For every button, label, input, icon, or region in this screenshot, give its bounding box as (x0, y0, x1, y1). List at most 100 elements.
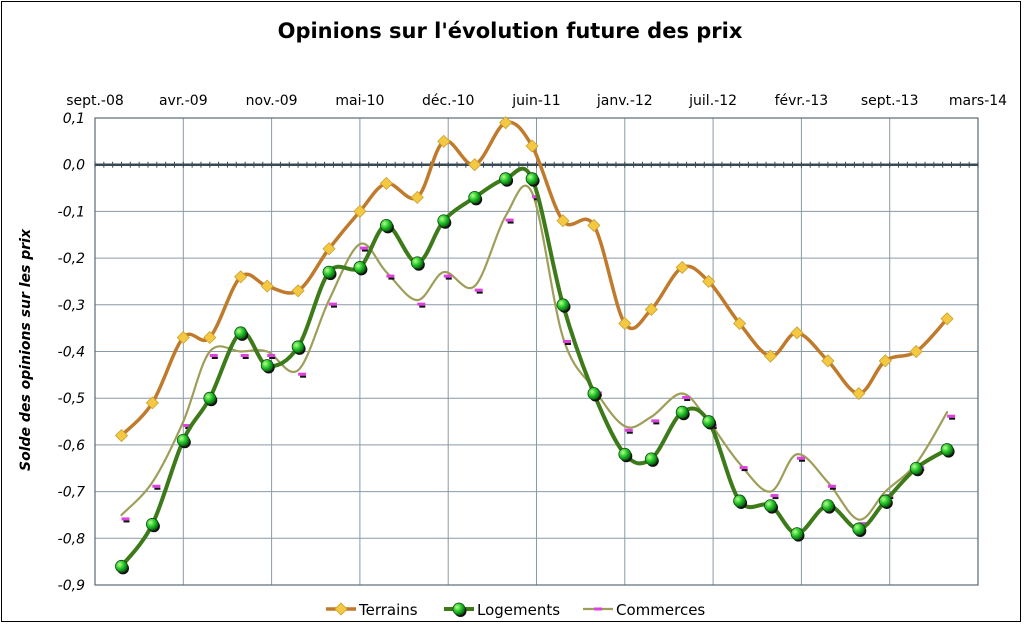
y-tick-label: -0,5 (58, 391, 85, 407)
commerces-marker (624, 428, 633, 432)
commerces-marker (359, 246, 368, 250)
y-tick-label: -0,2 (58, 251, 85, 267)
plot-border (94, 117, 979, 586)
x-tick-label: févr.-13 (775, 93, 829, 109)
commerces-marker-shadow (949, 417, 956, 420)
commerces-marker-shadow (445, 277, 452, 280)
commerces-marker-shadow (419, 305, 426, 308)
y-axis-label: Solde des opinions sur les prix (18, 228, 34, 471)
commerces-marker-shadow (388, 277, 395, 280)
x-tick-label: sept.-08 (66, 93, 124, 109)
logements-marker (353, 261, 367, 274)
y-tick-label: -0,9 (58, 578, 85, 594)
terrains-marker (587, 218, 601, 232)
terrains-marker (437, 134, 451, 148)
legend: Terrains Logements Commerces (326, 601, 705, 619)
x-tick-label: mai-10 (335, 93, 384, 109)
terrains-marker (260, 279, 274, 293)
x-tick-label: juil.-12 (688, 93, 737, 109)
commerces-marker (770, 494, 779, 498)
logements-marker (821, 499, 835, 513)
logements-marker (525, 172, 539, 186)
y-tick-label: 0,1 (63, 111, 85, 127)
logements-marker (260, 359, 274, 372)
y-tick-label: -0,4 (58, 345, 85, 361)
commerces-marker (209, 354, 218, 357)
commerces-marker (651, 419, 660, 423)
terrains-marker (644, 302, 658, 317)
y-tick-label: -0,6 (58, 438, 85, 454)
commerces-marker-shadow (507, 221, 514, 224)
logements-marker (176, 433, 190, 447)
logements-marker (675, 405, 689, 419)
logements-marker (322, 265, 336, 279)
commerces-marker (152, 484, 161, 488)
commerces-marker (796, 456, 805, 460)
terrains-marker (909, 344, 923, 359)
terrains-marker (790, 326, 804, 340)
legend-item-logements: Logements (444, 601, 560, 619)
terrains-marker (821, 354, 835, 368)
terrains-marker (176, 330, 190, 345)
commerces-marker-shadow (300, 375, 307, 378)
terrains-marker (145, 396, 159, 410)
terrains-marker (499, 116, 513, 130)
terrains-marker (114, 428, 129, 443)
terrains-marker (291, 284, 305, 298)
y-tick-label: 0,0 (63, 158, 85, 174)
legend-label: Commerces (616, 601, 705, 619)
commerces-marker-shadow (476, 291, 483, 294)
commerces-marker (240, 354, 249, 357)
commerces-marker-shadow (653, 422, 660, 425)
terrains-marker (468, 158, 482, 172)
logements-marker (379, 219, 393, 232)
logements-marker (115, 559, 128, 573)
logements-marker (733, 494, 746, 508)
series-layer (114, 116, 956, 575)
legend-label: Logements (477, 601, 560, 619)
commerces-marker (858, 522, 867, 526)
logements-marker (437, 214, 451, 228)
commerces-marker-shadow (330, 305, 337, 308)
logements-marker (702, 415, 716, 428)
logements-marker (556, 298, 570, 312)
terrains-marker (525, 139, 539, 153)
logements-marker (587, 387, 601, 400)
terrains-marker (702, 274, 716, 289)
commerces-marker-shadow (361, 249, 368, 252)
commerces-marker-shadow (564, 342, 571, 345)
commerces-marker-shadow (123, 520, 130, 523)
commerces-marker-shadow (829, 487, 836, 490)
logements-marker (145, 517, 159, 531)
logements-marker (291, 340, 305, 354)
y-tick-label: -0,7 (58, 485, 85, 501)
terrains-marker (556, 214, 570, 228)
logements-marker (940, 443, 954, 456)
terrains-marker (940, 312, 954, 326)
axes: 0,1 0,0 -0,1 -0,2 -0,3 -0,4 -0,5 -0,6 -0,7 -0,8 -0… (58, 93, 1007, 594)
terrains-marker (322, 242, 336, 256)
commerces-marker (562, 339, 571, 343)
y-tick-label: -0,3 (58, 298, 85, 314)
commerces-marker (739, 466, 748, 470)
x-tick-label: avr.-09 (159, 93, 208, 109)
commerces-marker (827, 484, 836, 488)
logements-marker (410, 256, 424, 270)
terrains-marker (618, 316, 632, 331)
commerces-marker (682, 396, 691, 400)
commerces-marker-shadow (772, 497, 779, 500)
commerces-marker-shadow (741, 469, 748, 472)
commerces-marker (183, 424, 192, 428)
legend-marker (452, 602, 466, 616)
commerces-marker-shadow (154, 487, 161, 490)
terrains-marker (203, 330, 217, 345)
logements-marker (909, 461, 923, 475)
commerces-marker-shadow (242, 357, 249, 359)
logements-marker (468, 190, 482, 204)
legend-marker (594, 607, 602, 611)
x-tick-label: nov.-09 (246, 93, 298, 109)
x-tick-label: janv.-12 (596, 93, 653, 109)
commerces-marker (267, 354, 276, 357)
commerces-marker-shadow (269, 357, 276, 359)
